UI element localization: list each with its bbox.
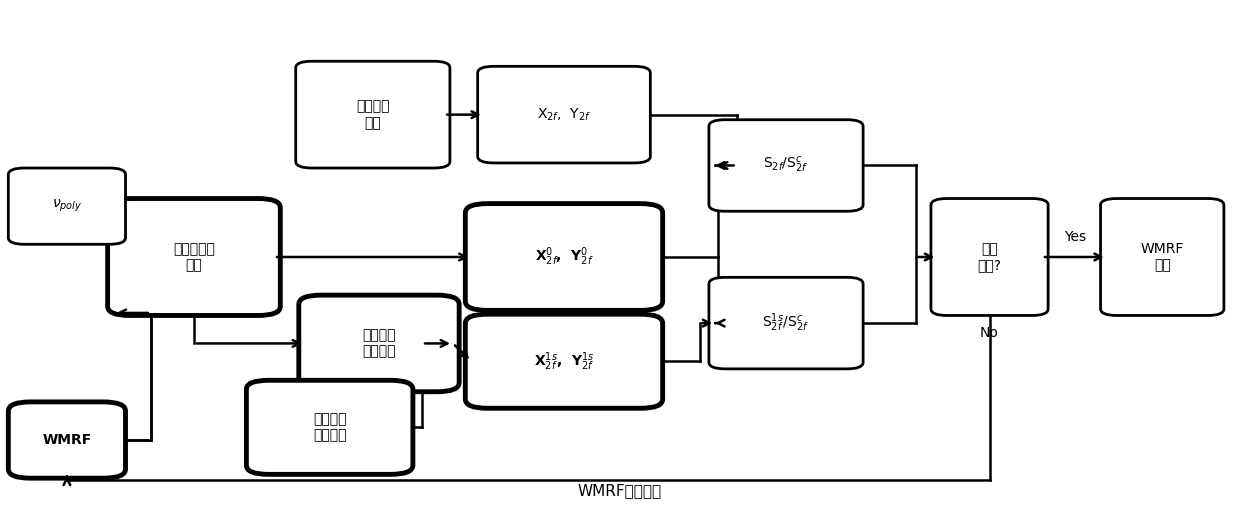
Text: 测量吸收
光强: 测量吸收 光强 bbox=[356, 100, 389, 130]
Text: 第一模拟
吸收系数: 第一模拟 吸收系数 bbox=[313, 412, 347, 443]
Text: S$_{2f}$/S$^{c}_{2f}$: S$_{2f}$/S$^{c}_{2f}$ bbox=[763, 155, 809, 175]
Text: $\nu_{poly}$: $\nu_{poly}$ bbox=[52, 198, 82, 214]
FancyBboxPatch shape bbox=[466, 314, 663, 408]
Text: No: No bbox=[980, 326, 999, 340]
FancyBboxPatch shape bbox=[478, 66, 650, 163]
FancyBboxPatch shape bbox=[299, 295, 460, 392]
FancyBboxPatch shape bbox=[9, 168, 125, 244]
FancyBboxPatch shape bbox=[247, 380, 413, 474]
FancyBboxPatch shape bbox=[296, 61, 450, 168]
Text: X$^{0}_{2f}$,  Y$^{0}_{2f}$: X$^{0}_{2f}$, Y$^{0}_{2f}$ bbox=[534, 246, 593, 268]
Text: X$^{1s}_{2f}$,  Y$^{1s}_{2f}$: X$^{1s}_{2f}$, Y$^{1s}_{2f}$ bbox=[534, 350, 595, 373]
Text: WMRF
参数: WMRF 参数 bbox=[1141, 242, 1184, 272]
Text: S$^{1s}_{2f}$/S$^{c}_{2f}$: S$^{1s}_{2f}$/S$^{c}_{2f}$ bbox=[762, 312, 809, 335]
FancyBboxPatch shape bbox=[108, 198, 280, 316]
FancyBboxPatch shape bbox=[9, 402, 125, 478]
Text: 第一模拟
吸收光强: 第一模拟 吸收光强 bbox=[362, 328, 395, 359]
Text: Yes: Yes bbox=[1063, 230, 1085, 244]
Text: X$_{2f}$,  Y$_{2f}$: X$_{2f}$, Y$_{2f}$ bbox=[536, 106, 591, 123]
FancyBboxPatch shape bbox=[466, 204, 663, 310]
Text: 测量无吸收
光强: 测量无吸收 光强 bbox=[173, 242, 214, 272]
Text: WMRF: WMRF bbox=[42, 433, 92, 447]
FancyBboxPatch shape bbox=[1100, 198, 1224, 316]
Text: 最佳
拟合?: 最佳 拟合? bbox=[978, 242, 1001, 272]
Text: WMRF参数设置: WMRF参数设置 bbox=[577, 483, 662, 499]
FancyBboxPatch shape bbox=[709, 120, 864, 211]
FancyBboxPatch shape bbox=[930, 198, 1048, 316]
FancyBboxPatch shape bbox=[709, 278, 864, 369]
